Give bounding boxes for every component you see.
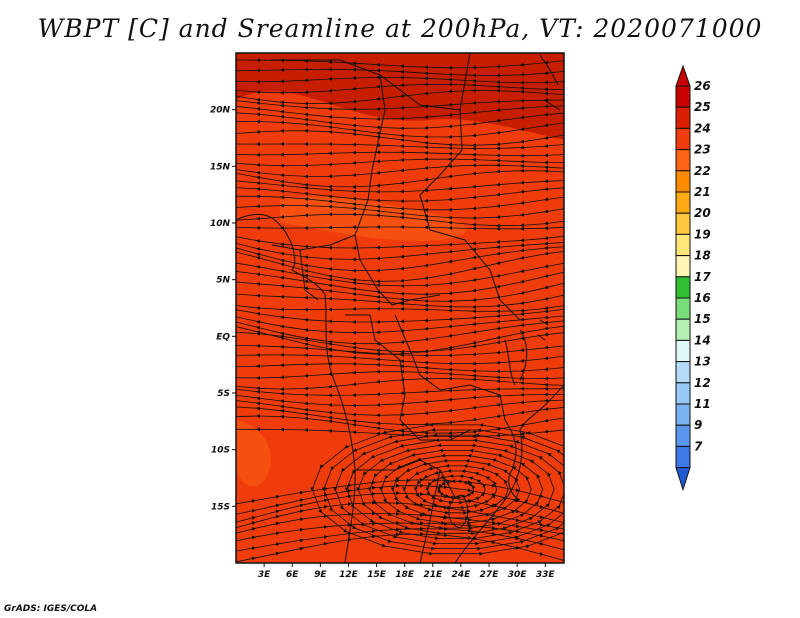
colorbar-swatch bbox=[675, 170, 691, 193]
colorbar-swatch bbox=[675, 276, 691, 299]
streamline bbox=[236, 293, 564, 309]
colorbar-label: 24 bbox=[694, 121, 711, 135]
colorbar-label: 18 bbox=[694, 249, 711, 263]
streamline bbox=[236, 352, 564, 366]
lon-tick-label: 15E bbox=[367, 570, 387, 580]
colorbar-label: 16 bbox=[694, 291, 711, 305]
colorbar-swatch bbox=[675, 318, 691, 341]
colorbar-swatch bbox=[675, 255, 691, 278]
lat-tick-label: 15S bbox=[211, 502, 230, 512]
colorbar-swatch bbox=[675, 403, 691, 426]
streamline bbox=[236, 532, 564, 563]
lat-tick-label: 10N bbox=[210, 219, 231, 229]
streamline bbox=[236, 58, 564, 70]
map-plot-area bbox=[235, 52, 565, 564]
colorbar-swatch bbox=[675, 106, 691, 129]
colorbar-swatch bbox=[675, 127, 691, 151]
streamline bbox=[236, 150, 564, 158]
colorbar-label: 20 bbox=[694, 206, 711, 220]
colorbar-label: 11 bbox=[694, 397, 711, 411]
colorbar-label: 22 bbox=[694, 164, 711, 178]
colorbar-label: 9 bbox=[694, 418, 702, 432]
streamline bbox=[236, 67, 564, 78]
lat-tick-label: EQ bbox=[216, 332, 230, 342]
longitude-axis: 3E 6E 9E 12E 15E 18E 21E 24E 27E 30E 33E bbox=[258, 563, 556, 580]
colorbar-swatch bbox=[675, 149, 691, 172]
colorbar-label: 15 bbox=[694, 312, 711, 326]
colorbar-swatch bbox=[675, 361, 691, 384]
colorbar-top-arrow bbox=[675, 64, 691, 87]
colorbar-label: 25 bbox=[694, 100, 711, 114]
lat-tick-label: 10S bbox=[211, 446, 230, 456]
colorbar-label: 17 bbox=[694, 270, 711, 284]
latitude-axis: 20N 15N 10N 5N EQ 5S 10S 15S bbox=[210, 106, 236, 512]
colorbar-label: 26 bbox=[694, 79, 711, 93]
streamlines bbox=[236, 58, 564, 563]
colorbar-swatch bbox=[675, 85, 691, 108]
wbpt-field bbox=[236, 53, 564, 563]
colorbar-swatch bbox=[675, 382, 691, 405]
page-title: WBPT [C] and Sreamline at 200hPa, VT: 20… bbox=[37, 14, 763, 43]
colorbar-label: 12 bbox=[694, 376, 711, 390]
lon-tick-label: 30E bbox=[508, 570, 528, 580]
lat-tick-label: 5N bbox=[216, 276, 230, 286]
lat-tick-label: 5S bbox=[217, 389, 230, 399]
colorbar-label: 13 bbox=[694, 355, 711, 369]
colorbar: 26 25 24 23 22 21 20 19 18 17 16 15 14 13 12 11 9 7 bbox=[675, 64, 711, 492]
lon-tick-label: 12E bbox=[339, 570, 359, 580]
colorbar-swatch bbox=[675, 297, 691, 320]
streamline bbox=[236, 224, 564, 231]
lat-tick-label: 15N bbox=[210, 162, 231, 172]
colorbar-swatch bbox=[675, 445, 691, 469]
lon-tick-label: 3E bbox=[258, 570, 271, 580]
lon-tick-label: 21E bbox=[423, 570, 443, 580]
map-frame bbox=[235, 52, 565, 564]
colorbar-label: 19 bbox=[694, 227, 711, 241]
lon-tick-label: 6E bbox=[286, 570, 299, 580]
colorbar-bottom-arrow bbox=[675, 467, 691, 492]
lon-tick-label: 9E bbox=[314, 570, 327, 580]
lon-tick-label: 24E bbox=[452, 570, 472, 580]
colorbar-swatch bbox=[675, 233, 691, 257]
lat-tick-label: 20N bbox=[210, 106, 231, 116]
colorbar-swatch bbox=[675, 424, 691, 447]
colorbar-label: 14 bbox=[694, 333, 711, 347]
lon-tick-label: 18E bbox=[395, 570, 415, 580]
colorbar-label: 21 bbox=[694, 185, 711, 199]
colorbar-swatch bbox=[675, 191, 691, 214]
lon-tick-label: 33E bbox=[536, 570, 556, 580]
colorbar-swatch bbox=[675, 212, 691, 235]
grads-credit: GrADS: IGES/COLA bbox=[4, 604, 98, 614]
streamline bbox=[236, 141, 564, 151]
colorbar-label: 23 bbox=[694, 143, 711, 157]
colorbar-label: 7 bbox=[694, 439, 703, 453]
lon-tick-label: 27E bbox=[480, 570, 500, 580]
colorbar-swatch bbox=[675, 339, 691, 363]
